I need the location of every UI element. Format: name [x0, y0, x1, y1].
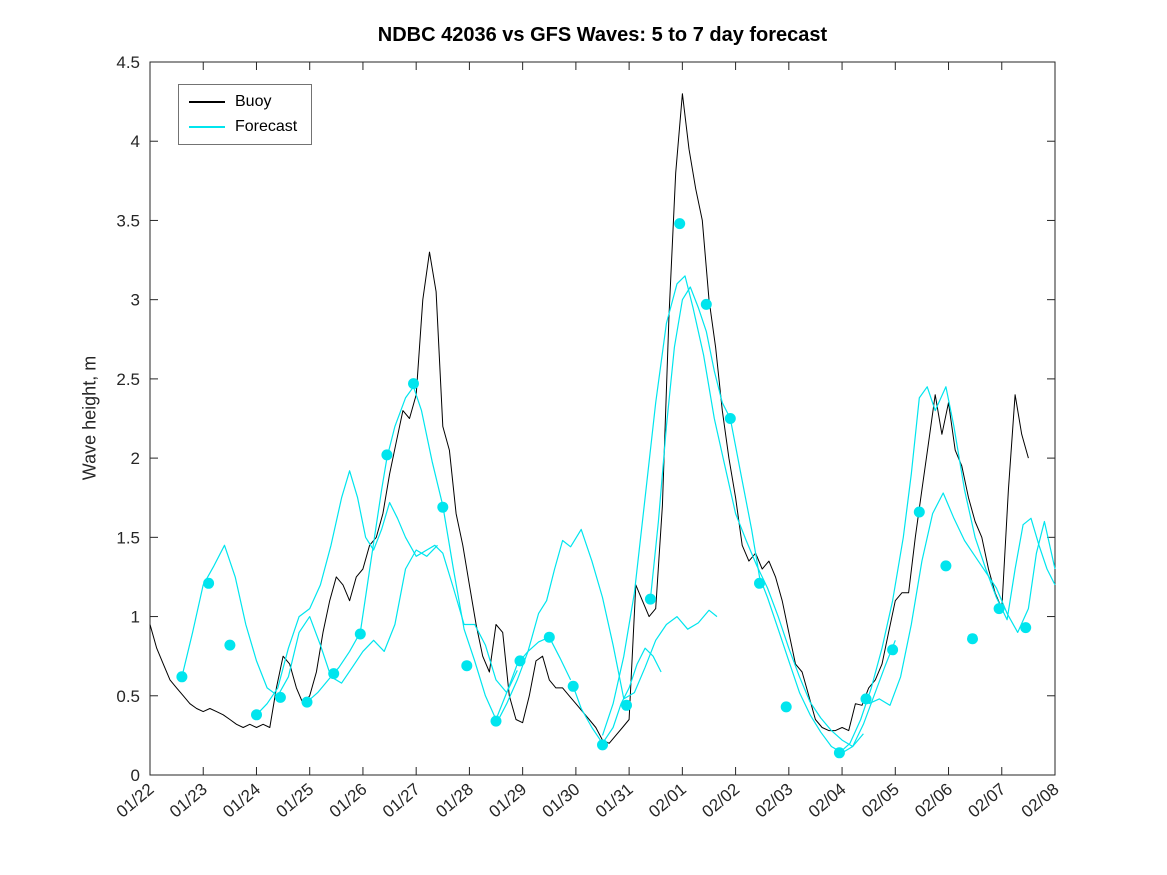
series-buoy: [149, 93, 1029, 744]
x-tick-label: 01/27: [379, 780, 424, 822]
buoy-line-sample: [189, 101, 225, 103]
x-tick-label: 02/03: [752, 780, 797, 822]
y-tick-label: 1.5: [116, 528, 140, 547]
forecast-line-sample: [189, 126, 225, 128]
x-tick-label: 02/08: [1018, 780, 1063, 822]
series-forecast-run-9: [868, 492, 1056, 706]
forecast-point: [940, 560, 952, 572]
x-tick-label: 01/22: [113, 780, 158, 822]
legend-label-forecast: Forecast: [235, 118, 298, 135]
forecast-point: [461, 660, 473, 672]
forecast-point: [674, 218, 686, 230]
legend-item-forecast: Forecast: [189, 118, 297, 136]
forecast-point: [224, 639, 236, 651]
x-tick-label: 01/26: [326, 780, 371, 822]
forecast-point: [621, 699, 632, 711]
forecast-point: [176, 671, 188, 683]
plot-frame: [149, 61, 1056, 776]
series-forecast-run-4: [495, 528, 718, 725]
y-tick-label: 3: [131, 291, 140, 310]
forecast-point: [700, 298, 712, 310]
forecast-point: [301, 696, 313, 708]
legend-item-buoy: Buoy: [189, 93, 297, 111]
legend-label-buoy: Buoy: [235, 93, 272, 110]
y-tick-label: 2: [131, 449, 140, 468]
y-tick-label: 3.5: [116, 211, 140, 230]
chart-title: NDBC 42036 vs GFS Waves: 5 to 7 day fore…: [377, 24, 828, 46]
x-tick-label: 02/01: [645, 780, 690, 822]
forecast-point: [251, 709, 262, 721]
legend: Buoy Forecast: [178, 84, 313, 145]
forecast-point: [993, 603, 1005, 615]
x-tick-label: 02/04: [805, 780, 850, 822]
forecast-point: [597, 739, 608, 751]
forecast-point: [860, 693, 872, 705]
x-tick-label: 01/25: [272, 780, 317, 822]
forecast-point: [780, 701, 792, 713]
x-tick-label: 01/23: [166, 780, 211, 822]
y-tick-label: 4: [131, 132, 140, 151]
forecast-point: [887, 644, 899, 656]
series-forecast-run-1: [181, 544, 438, 697]
forecast-point: [328, 668, 340, 680]
series-forecast-run-5: [572, 647, 662, 744]
x-tick-label: 01/28: [432, 780, 477, 822]
x-tick-label: 02/05: [858, 780, 903, 822]
forecast-point: [913, 506, 925, 518]
x-tick-label: 01/30: [539, 780, 584, 822]
y-tick-label: 0.5: [116, 687, 140, 706]
forecast-point: [490, 715, 502, 727]
y-tick-label: 2.5: [116, 370, 140, 389]
x-tick-label: 02/07: [965, 780, 1010, 822]
forecast-point: [381, 449, 393, 461]
forecast-point: [644, 593, 656, 605]
forecast-point: [833, 747, 845, 759]
forecast-point: [354, 628, 366, 640]
y-tick-label: 0: [131, 766, 140, 785]
series-forecast-run-7: [649, 286, 896, 754]
series-forecast-run-6: [601, 275, 864, 748]
forecast-point: [1020, 622, 1032, 634]
forecast-point: [203, 577, 215, 589]
forecast-point: [274, 691, 286, 703]
forecast-point: [967, 633, 978, 645]
series-forecast-run-3: [306, 386, 572, 721]
series-forecast-run-2: [256, 470, 518, 716]
forecast-point: [437, 501, 449, 513]
forecast-point: [724, 413, 736, 424]
y-tick-label: 4.5: [116, 53, 140, 72]
forecast-point: [543, 631, 555, 643]
x-tick-label: 02/02: [698, 780, 743, 822]
x-tick-label: 01/24: [219, 780, 264, 822]
x-tick-label: 01/31: [592, 780, 637, 822]
forecast-point: [408, 378, 419, 390]
x-tick-label: 02/06: [911, 780, 956, 822]
forecast-point: [567, 680, 579, 692]
forecast-point: [514, 655, 526, 667]
forecast-point: [754, 577, 765, 589]
y-tick-label: 1: [131, 608, 140, 627]
x-tick-label: 01/29: [485, 780, 530, 822]
series-forecast-run-8: [838, 386, 1056, 754]
